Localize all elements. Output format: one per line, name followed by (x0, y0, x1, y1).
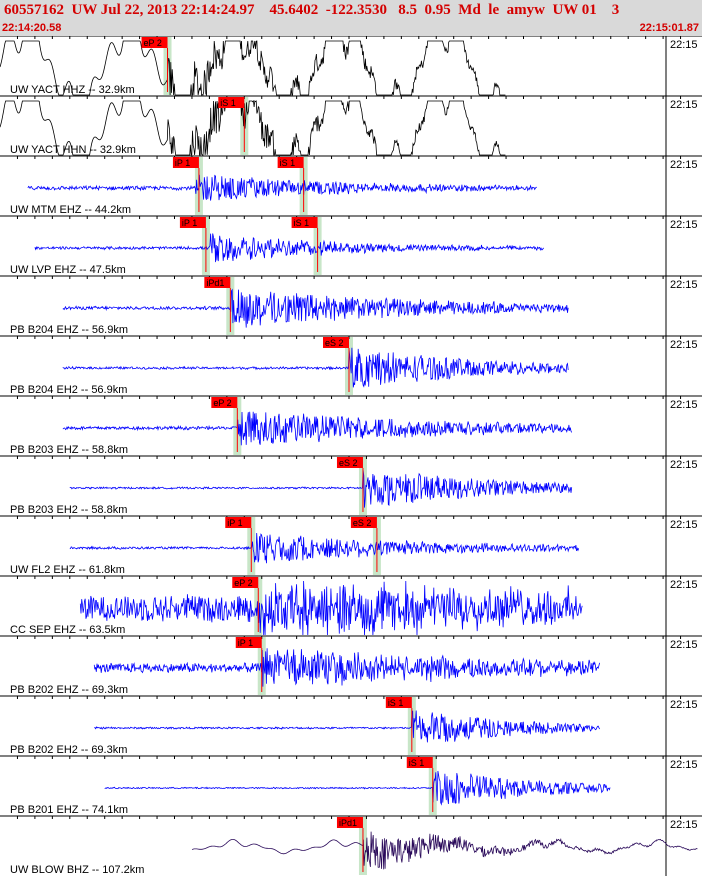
pick-label: iPd1 (206, 278, 224, 288)
trace-panel: iP 1 iS 1 22:15 UW LVP EHZ -- 47.5km (0, 215, 702, 276)
waveform (34, 233, 545, 263)
pick-box (323, 337, 349, 348)
pick-label: iP 1 (238, 638, 253, 648)
seismogram-panel[interactable]: eP 2 22:15 UW YACT HHZ -- 32.9km iS 1 22:15 U… (0, 36, 702, 878)
trace-panel: iP 1 eS 2 22:15 UW FL2 EHZ -- 61.8km (0, 515, 702, 576)
pick-box (350, 517, 377, 528)
tick-label: 22:15 (670, 519, 698, 531)
station-label: PB B203 EHZ -- 58.8km (10, 444, 128, 456)
pick-box (204, 277, 231, 288)
event-title: 60557162 UW Jul 22, 2013 22:14:24.97 45.… (4, 2, 620, 18)
waveform (69, 532, 580, 564)
trace-panel: iPd1 22:15 PB B204 EHZ -- 56.9km (0, 275, 702, 336)
station-label: UW LVP EHZ -- 47.5km (10, 264, 126, 276)
pick-box (336, 817, 363, 828)
pick-label: iP 1 (182, 218, 197, 228)
trace-panel: eS 2 22:15 PB B203 EH2 -- 58.8km (0, 455, 702, 516)
tick-label: 22:15 (670, 339, 698, 351)
pick-label: eP 2 (213, 398, 231, 408)
waveform (62, 288, 569, 328)
pick-box (179, 217, 206, 228)
station-label: PB B204 EH2 -- 56.9km (10, 384, 127, 396)
pick-label: eS 2 (325, 338, 344, 348)
pick-label: iS 1 (388, 698, 404, 708)
tick-label: 22:15 (670, 159, 698, 171)
event-header: 60557162 UW Jul 22, 2013 22:14:24.97 45.… (0, 0, 702, 36)
waveform (94, 710, 600, 743)
tick-label: 22:15 (670, 579, 698, 591)
station-label: PB B203 EH2 -- 58.8km (10, 504, 127, 516)
pick-label: eS 2 (339, 458, 358, 468)
waveform (62, 347, 569, 388)
tick-label: 22:15 (670, 219, 698, 231)
station-label: UW FL2 EHZ -- 61.8km (10, 564, 125, 576)
pick-label: iS 1 (220, 98, 236, 108)
pick-box (232, 577, 259, 588)
pick-label: eP 2 (144, 38, 162, 48)
pick-label: iS 1 (294, 218, 310, 228)
waveform (0, 40, 506, 97)
tick-label: 22:15 (670, 399, 698, 411)
trace-panel: iPd1 22:15 UW BLOW BHZ -- 107.2km (0, 815, 702, 876)
pick-label: iS 1 (280, 158, 296, 168)
pick-label: iPd1 (339, 818, 357, 828)
waveform (93, 648, 600, 687)
pick-box (406, 757, 433, 768)
tick-label: 22:15 (670, 459, 698, 471)
station-label: CC SEP EHZ -- 63.5km (10, 624, 125, 636)
start-time: 22:14:20.58 (2, 22, 62, 34)
tick-label: 22:15 (670, 819, 698, 831)
station-label: PB B204 EHZ -- 56.9km (10, 324, 128, 336)
station-label: PB B202 EH2 -- 69.3km (10, 744, 127, 756)
tick-label: 22:15 (670, 99, 698, 111)
station-label: UW YACT HHN -- 32.9km (10, 144, 136, 156)
pick-label: iS 1 (409, 758, 425, 768)
station-label: UW BLOW BHZ -- 107.2km (10, 864, 144, 876)
pick-box (172, 157, 199, 168)
station-label: PB B202 EHZ -- 69.3km (10, 684, 128, 696)
tick-label: 22:15 (670, 279, 698, 291)
trace-panel: eP 2 22:15 CC SEP EHZ -- 63.5km (0, 575, 702, 636)
pick-label: eS 2 (353, 518, 372, 528)
pick-label: iP 1 (175, 158, 190, 168)
waveform (27, 174, 537, 201)
trace-panel: iS 1 22:15 PB B201 EHZ -- 74.1km (0, 755, 702, 816)
waveform (69, 470, 573, 508)
station-label: PB B201 EHZ -- 74.1km (10, 804, 128, 816)
pick-box (291, 217, 318, 228)
waveform (79, 580, 583, 636)
station-label: UW MTM EHZ -- 44.2km (10, 204, 131, 216)
pick-box (385, 697, 412, 708)
pick-box (218, 97, 245, 108)
pick-box (211, 397, 238, 408)
station-label: UW YACT HHZ -- 32.9km (10, 84, 135, 96)
trace-panel: eS 2 22:15 PB B204 EH2 -- 56.9km (0, 335, 702, 396)
waveform (0, 99, 506, 156)
tick-label: 22:15 (670, 639, 698, 651)
tick-label: 22:15 (670, 39, 698, 51)
pick-box (336, 457, 363, 468)
trace-panel: eP 2 22:15 UW YACT HHZ -- 32.9km (0, 36, 702, 97)
end-time: 22:15:01.87 (639, 22, 699, 34)
waveform (191, 831, 698, 870)
pick-label: eP 2 (234, 578, 252, 588)
trace-panel: iP 1 22:15 PB B202 EHZ -- 69.3km (0, 635, 702, 696)
trace-panel: iP 1 iS 1 22:15 UW MTM EHZ -- 44.2km (0, 155, 702, 216)
pick-box (225, 517, 252, 528)
waveform (62, 411, 573, 446)
pick-box (141, 37, 168, 48)
trace-panel: iS 1 22:15 PB B202 EH2 -- 69.3km (0, 695, 702, 756)
pick-label: iP 1 (227, 518, 242, 528)
tick-label: 22:15 (670, 759, 698, 771)
tick-label: 22:15 (670, 699, 698, 711)
waveform (104, 770, 611, 806)
pick-box (235, 637, 262, 648)
pick-box (277, 157, 304, 168)
trace-panel: iS 1 22:15 UW YACT HHN -- 32.9km (0, 95, 702, 156)
trace-panel: eP 2 22:15 PB B203 EHZ -- 58.8km (0, 395, 702, 456)
